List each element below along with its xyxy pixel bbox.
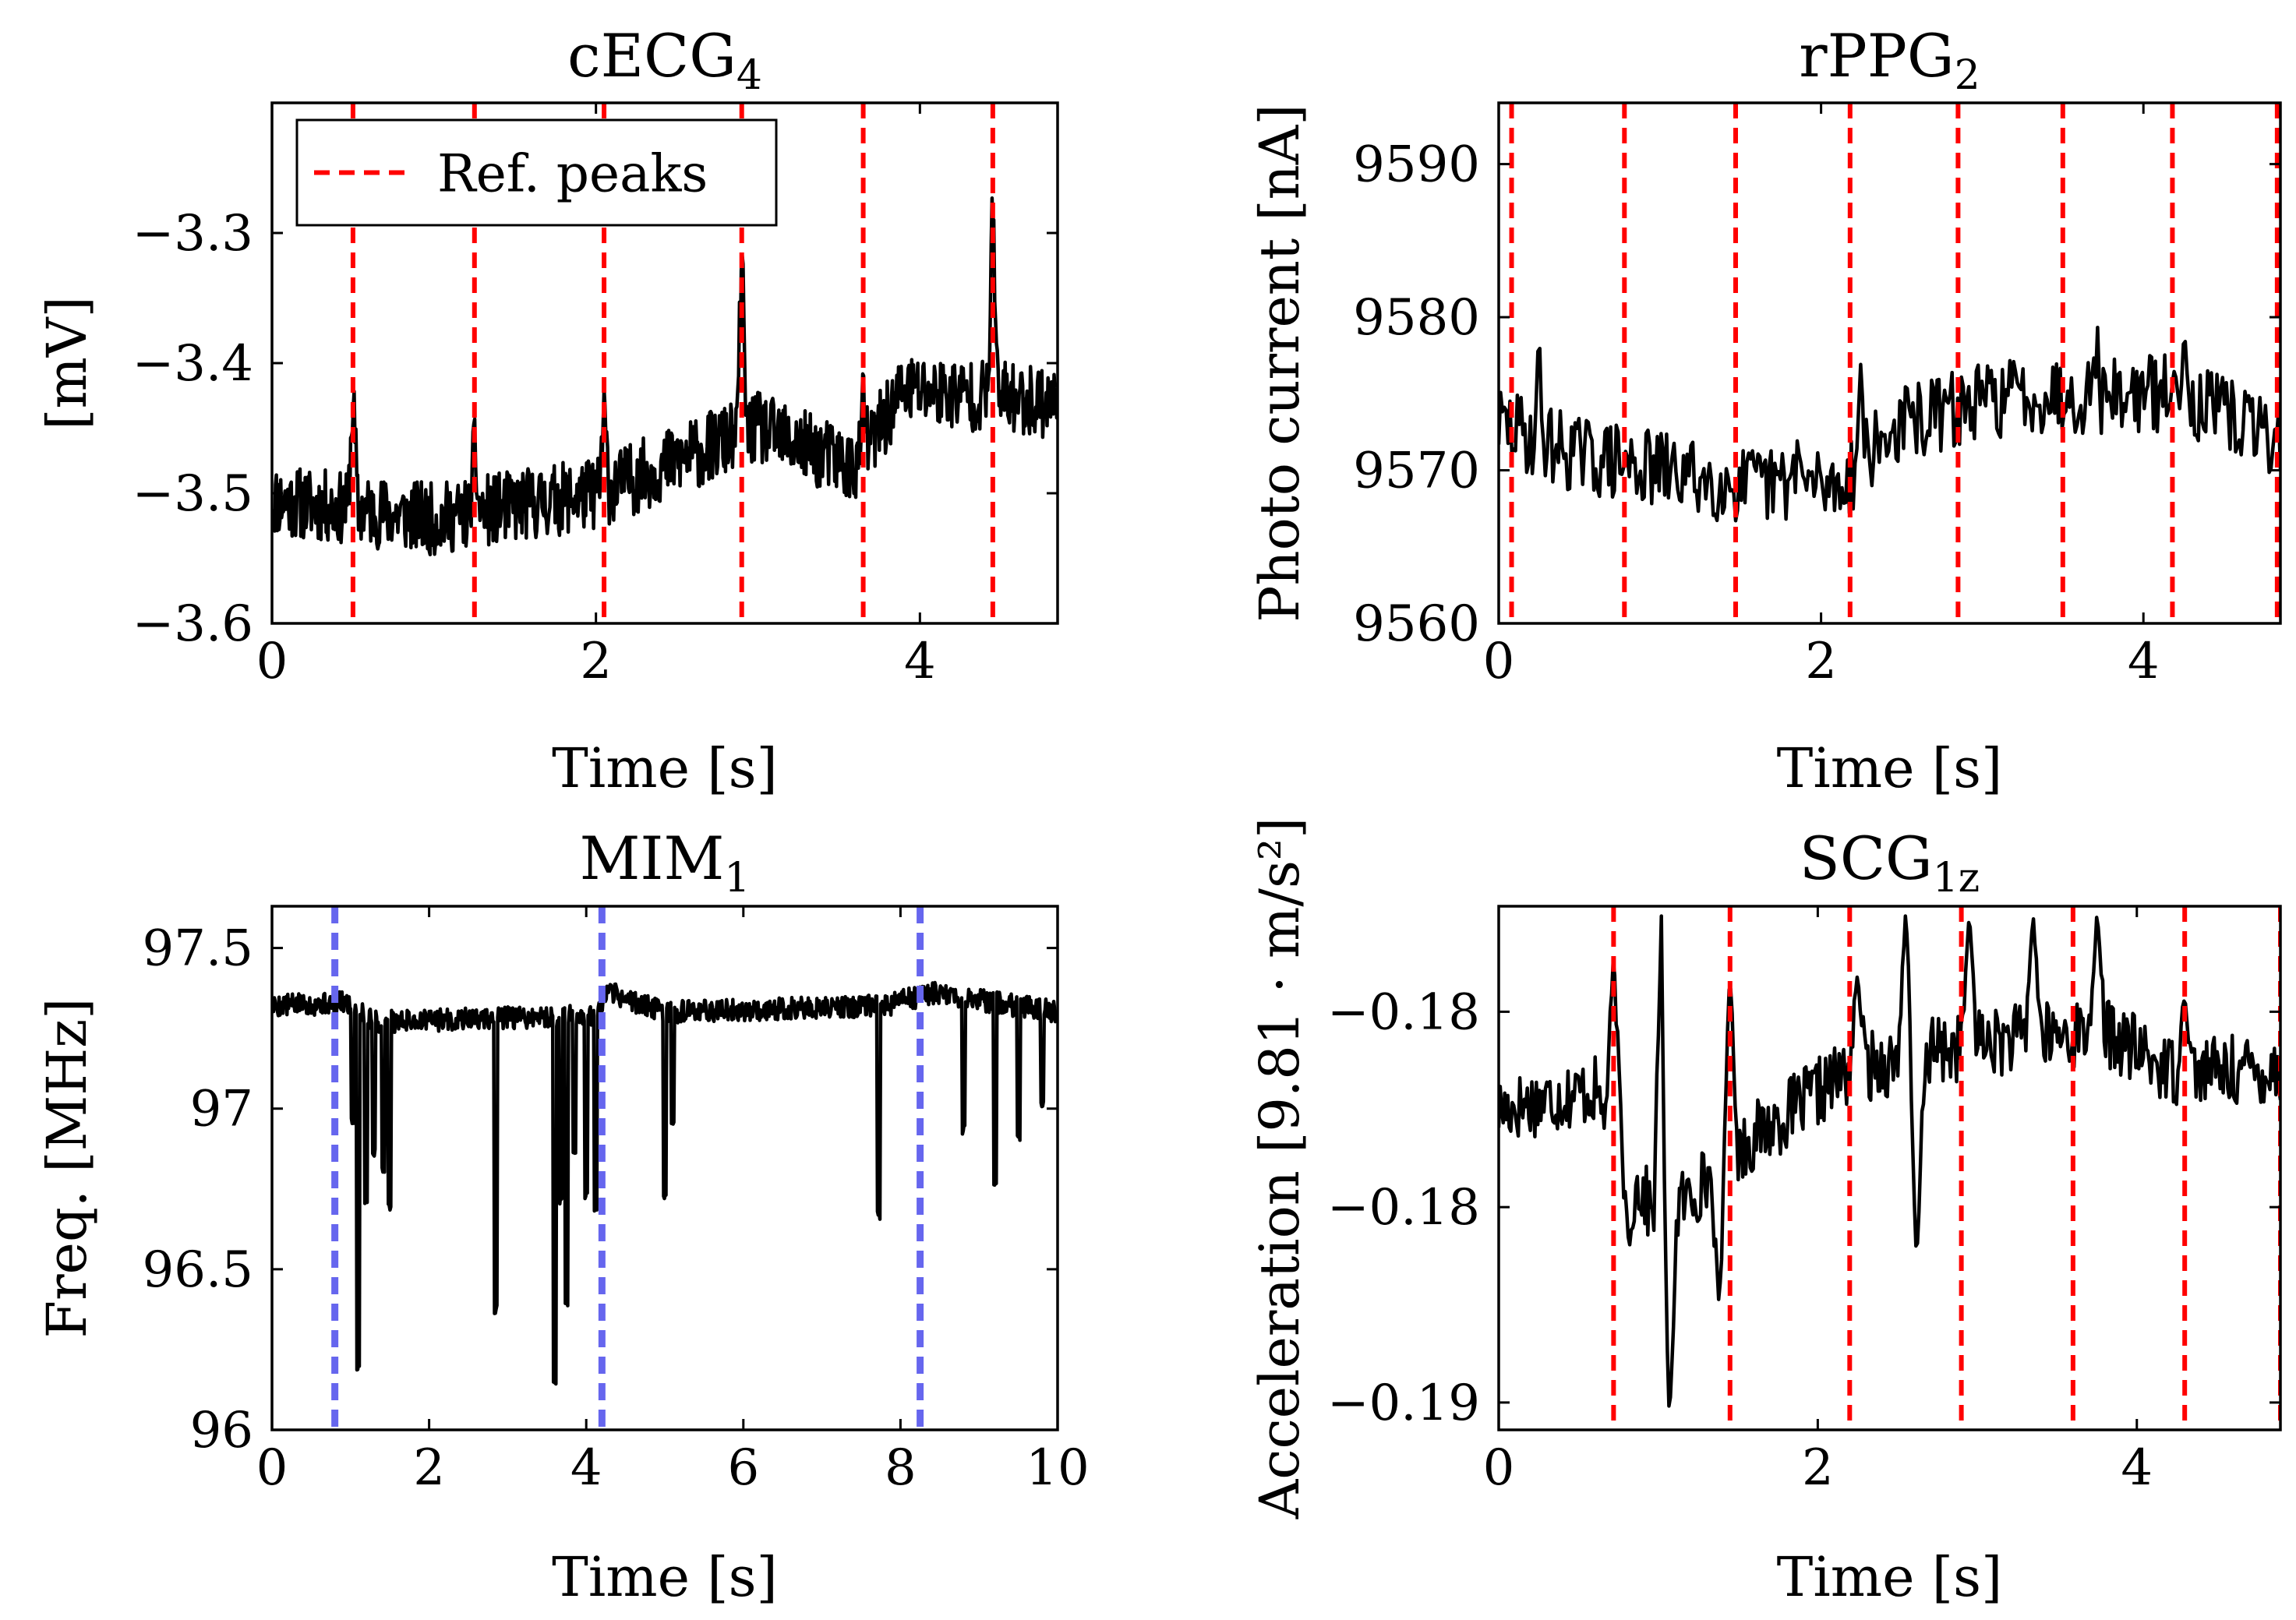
- mim-xtick-label: 4: [570, 1439, 602, 1497]
- rppg-xtick-label: 2: [1805, 633, 1837, 690]
- scg-xtick-label: 4: [2121, 1439, 2153, 1497]
- scg-ytick-label: −0.18: [1327, 983, 1480, 1041]
- mim-ytick-label: 96: [190, 1402, 253, 1459]
- rppg-xtick-label: 0: [1483, 633, 1515, 690]
- panel-rppg: 0 2 4 9560 9570 9580 9590 rPPG2 Time [s] Photo cu…: [1248, 21, 2282, 800]
- rppg-plot-frame: [1497, 101, 2282, 625]
- mim-xtick-label: 2: [413, 1439, 445, 1497]
- scg-plot-frame: [1497, 905, 2282, 1431]
- cecg-xtick-label: 4: [904, 633, 936, 690]
- cecg-title: cECG4: [567, 21, 762, 99]
- rppg-ytick-label: 9590: [1353, 136, 1480, 194]
- rppg-title: rPPG2: [1799, 21, 1980, 99]
- rppg-ytick-label: 9570: [1353, 443, 1480, 500]
- rppg-xtick-label: 4: [2128, 633, 2160, 690]
- mim-title-subscript: 1: [724, 855, 750, 902]
- scg-xtick-label: 2: [1802, 1439, 1834, 1497]
- scg-xlabel: Time [s]: [1777, 1545, 2003, 1609]
- panel-cecg: 0 2 4 −3.6 −3.5 −3.4 −3.3 cECG4 Time [s] [mV] Ref.…: [35, 21, 1059, 800]
- mim-ytick-label: 97.5: [143, 920, 254, 978]
- cecg-xtick-label: 0: [256, 633, 288, 690]
- rppg-title-subscript: 2: [1955, 52, 1980, 99]
- rppg-ylabel: Photo current [nA]: [1248, 104, 1312, 622]
- cecg-ytick-label: −3.3: [132, 205, 253, 263]
- mim-title: MIM1: [580, 824, 751, 902]
- cecg-ytick-label: −3.6: [132, 595, 253, 653]
- rppg-ytick-label: 9580: [1353, 289, 1480, 347]
- rppg-xlabel: Time [s]: [1777, 736, 2003, 800]
- scg-xtick-label: 0: [1483, 1439, 1515, 1497]
- scg-ytick-label: −0.19: [1327, 1375, 1480, 1432]
- mim-xtick-label: 6: [727, 1439, 759, 1497]
- rppg-signal-line: [1499, 325, 2280, 523]
- cecg-title-subscript: 4: [736, 52, 762, 99]
- cecg-xlabel: Time [s]: [552, 736, 778, 800]
- rppg-ytick-label: 9560: [1353, 595, 1480, 653]
- mim-ytick-label: 96.5: [143, 1241, 254, 1299]
- legend-label: Ref. peaks: [437, 144, 708, 204]
- cecg-ytick-label: −3.5: [132, 465, 253, 523]
- cecg-xtick-label: 2: [580, 633, 612, 690]
- panel-mim: 0 2 4 6 8 10 96 96.5 97 97.5 MIM1 Time [s] Freq. [MH…: [35, 824, 1090, 1609]
- panel-scg: 0 2 4 −0.19 −0.18 −0.18 SCG1z Time [s] Accelerat…: [1248, 817, 2282, 1609]
- mim-plot-frame: [270, 905, 1059, 1431]
- mim-xtick-label: 0: [256, 1439, 288, 1497]
- mim-ylabel: Freq. [MHz]: [35, 998, 99, 1339]
- scg-title: SCG1z: [1800, 824, 1980, 902]
- cecg-ytick-label: −3.4: [132, 335, 253, 393]
- scg-title-subscript: 1z: [1933, 855, 1980, 902]
- mim-ytick-label: 97: [190, 1081, 253, 1138]
- scg-signal-line: [1499, 914, 2280, 1408]
- scg-ytick-label: −0.18: [1327, 1179, 1480, 1237]
- scg-ylabel: Acceleration [9.81 · m/s²]: [1248, 817, 1312, 1520]
- cecg-ylabel: [mV]: [35, 296, 99, 430]
- mim-signal-line: [272, 980, 1058, 1386]
- cecg-legend: Ref. peaks: [295, 118, 778, 227]
- mim-xlabel: Time [s]: [552, 1545, 778, 1609]
- mim-xtick-label: 8: [885, 1439, 917, 1497]
- mim-xtick-label: 10: [1026, 1439, 1089, 1497]
- cecg-signal-line: [272, 196, 1058, 556]
